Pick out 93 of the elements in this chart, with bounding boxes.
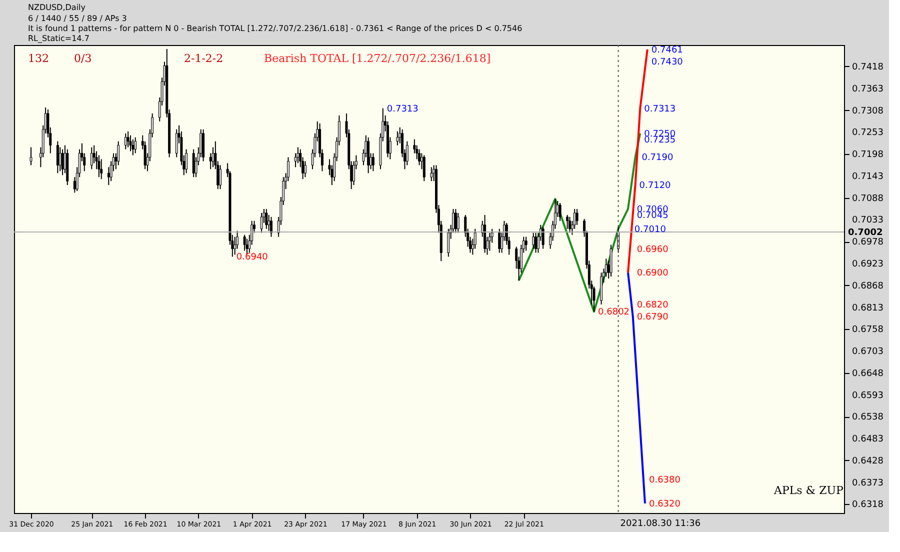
- y-tick-label: 0.6813: [852, 303, 884, 314]
- candlestick: [566, 214, 569, 230]
- candlestick: [558, 202, 562, 222]
- candlestick: [304, 160, 306, 178]
- ref-line-label: 2021.08.30 11:36: [620, 519, 701, 529]
- candlestick: [185, 148, 188, 174]
- candlestick: [260, 212, 263, 234]
- y-tick-label: 0.6868: [852, 281, 884, 292]
- candlestick: [454, 208, 457, 234]
- chart-title: NZDUSD,Daily: [28, 3, 86, 12]
- y-tick-label: 0.6373: [852, 478, 884, 488]
- annotation: 0.6960: [636, 244, 669, 255]
- y-tick-label: 0.7253: [852, 128, 884, 138]
- annotation: 0/3: [74, 52, 92, 65]
- candlestick: [568, 216, 572, 234]
- candlestick: [534, 232, 538, 254]
- candlestick: [406, 140, 408, 166]
- candlestick: [447, 228, 450, 258]
- annotation: 0.7120: [639, 181, 672, 192]
- candlestick: [90, 146, 93, 170]
- candlestick: [600, 272, 603, 305]
- candlestick: [542, 226, 544, 250]
- annotation: 0.7010: [634, 224, 666, 235]
- annotation: 0.6380: [648, 476, 681, 486]
- annotation: 0.6900: [636, 268, 669, 279]
- annotation: 132: [28, 52, 49, 65]
- candlestick: [367, 136, 370, 174]
- candlestick: [576, 208, 578, 226]
- y-tick-label: 0.7363: [852, 84, 884, 94]
- y-tick-label: 0.7143: [852, 172, 884, 182]
- y-tick-label: 0.6428: [852, 456, 884, 466]
- candlestick: [126, 130, 130, 148]
- candlestick: [456, 212, 460, 234]
- ref-line-label: 0.7002: [848, 228, 883, 238]
- annotation: 0.6320: [648, 499, 681, 510]
- candlestick: [117, 140, 120, 166]
- candlestick: [30, 146, 32, 166]
- candlestick: [396, 130, 399, 146]
- y-tick-label: 0.7033: [852, 216, 884, 226]
- candlestick: [124, 132, 127, 150]
- text: RL_Static=14.7: [28, 34, 90, 43]
- y-tick-label: 0.6978: [852, 238, 884, 248]
- y-tick-label: 0.7308: [852, 106, 884, 116]
- annotation: 0.7045: [636, 210, 668, 221]
- annotation: 0.7313: [644, 104, 676, 114]
- candlestick: [219, 164, 222, 190]
- y-tick-label: 0.6703: [852, 347, 884, 358]
- candlestick: [488, 232, 491, 252]
- candlestick: [132, 138, 134, 156]
- candlestick: [430, 166, 433, 182]
- annotation: 0.7190: [642, 153, 674, 164]
- candlestick: [524, 236, 528, 252]
- candlestick: [129, 134, 132, 152]
- y-tick-label: 0.6483: [852, 434, 884, 445]
- candlestick: [498, 228, 501, 254]
- candlestick: [134, 136, 137, 154]
- annotation: 0.6820: [636, 300, 669, 310]
- candlestick: [98, 154, 100, 178]
- candlestick: [202, 128, 205, 162]
- y-tick-label: 0.7418: [852, 62, 884, 72]
- candlestick: [296, 146, 300, 164]
- candlestick: [243, 234, 246, 252]
- candlestick: [56, 140, 59, 174]
- annotation: APLs & ZUP: [773, 484, 844, 497]
- y-tick-label: 0.6593: [852, 390, 884, 401]
- text: It is found 1 patterns - for pattern N 0 - Bearish TOTAL [1.272/.707/2.236/1.618] - 0.7361 < Range of the prices D < 0.7546: [28, 24, 522, 33]
- y-tick-label: 0.6538: [852, 412, 884, 423]
- y-tick-label: 0.6318: [852, 500, 884, 510]
- annotation: 0.7313: [386, 104, 418, 114]
- candlestick: [175, 128, 178, 158]
- y-tick-label: 0.6923: [852, 259, 884, 270]
- annotation: 0.6940: [236, 252, 268, 263]
- candlestick: [270, 216, 272, 238]
- y-tick-label: 0.7088: [852, 194, 884, 204]
- candlestick: [422, 154, 426, 182]
- candlestick: [532, 232, 535, 250]
- candlestick: [372, 152, 374, 172]
- candlestick: [61, 148, 64, 176]
- y-tick-label: 0.7198: [852, 150, 884, 160]
- annotation: 0.6790: [636, 312, 669, 322]
- annotation: 2-1-2-2: [184, 52, 224, 65]
- annotation: 0.7461: [651, 45, 683, 56]
- candlestick: [484, 214, 486, 254]
- candlestick: [610, 244, 612, 278]
- y-tick-label: 0.6648: [852, 368, 884, 379]
- candlestick: [418, 148, 421, 166]
- annotation: 0.6802: [598, 308, 630, 318]
- y-tick-label: 0.6758: [852, 325, 884, 336]
- candlestick: [100, 158, 103, 180]
- annotation: 0.7430: [651, 58, 684, 68]
- candlestick: [265, 208, 268, 230]
- text: 6 / 1440 / 55 / 89 / APs 3: [28, 14, 127, 23]
- annotation: Bearish TOTAL [1.272/.707/2.236/1.618]: [264, 52, 491, 65]
